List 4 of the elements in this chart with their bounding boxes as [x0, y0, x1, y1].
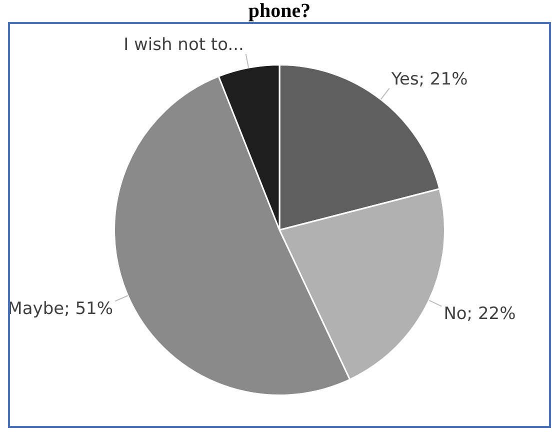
- slice-label: I wish not to...: [124, 34, 244, 55]
- slice-label: Yes; 21%: [390, 69, 468, 90]
- slice-label: No; 22%: [444, 304, 516, 324]
- chart-title: phone?: [247, 0, 312, 22]
